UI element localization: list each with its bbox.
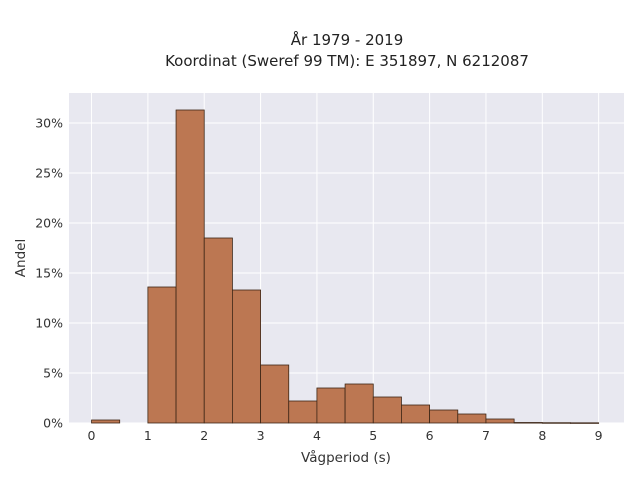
histogram-bar: [513, 422, 543, 424]
chart-title-line2: Koordinat (Sweref 99 TM): E 351897, N 62…: [165, 52, 529, 70]
x-tick-label: 2: [200, 428, 208, 443]
histogram-bar: [175, 109, 205, 424]
y-tick-label: 0%: [43, 416, 63, 431]
histogram-bar: [288, 400, 318, 424]
x-axis-label: Vågperiod (s): [301, 449, 391, 466]
x-tick-label: 0: [88, 428, 96, 443]
x-tick-label: 6: [426, 428, 434, 443]
y-tick-label: 10%: [35, 316, 63, 331]
histogram-bar: [260, 364, 290, 424]
histogram-bar: [91, 419, 121, 424]
y-tick-label: 15%: [35, 266, 63, 281]
y-axis-label: Andel: [13, 239, 29, 277]
x-tick-label: 7: [482, 428, 490, 443]
histogram-bar: [344, 383, 374, 424]
x-tick-label: 4: [313, 428, 321, 443]
histogram-bar: [485, 418, 515, 424]
x-tick-label: 8: [538, 428, 546, 443]
y-tick-label: 25%: [35, 166, 63, 181]
histogram-bar: [316, 387, 346, 424]
histogram-bar: [147, 286, 177, 424]
x-axis-ticks: 0 1 2 3 4 5 6 7 8 9: [88, 428, 603, 443]
y-axis-ticks: 0% 5% 10% 15% 20% 25% 30%: [35, 116, 63, 431]
histogram-bar: [541, 422, 571, 424]
y-tick-label: 20%: [35, 216, 63, 231]
histogram-bar: [203, 237, 233, 424]
histogram-bar: [570, 422, 600, 424]
bars-group: [91, 109, 600, 424]
x-tick-label: 1: [144, 428, 152, 443]
y-tick-label: 30%: [35, 116, 63, 131]
y-tick-label: 5%: [43, 366, 63, 381]
x-tick-label: 5: [369, 428, 377, 443]
chart-title-line1: År 1979 - 2019: [291, 30, 404, 49]
histogram-bar: [457, 413, 487, 424]
histogram-bar: [372, 396, 402, 424]
histogram-bar: [401, 404, 431, 424]
histogram-bar: [232, 289, 261, 424]
x-tick-label: 3: [257, 428, 265, 443]
x-tick-label: 9: [595, 428, 603, 443]
histogram-bar: [429, 409, 459, 424]
